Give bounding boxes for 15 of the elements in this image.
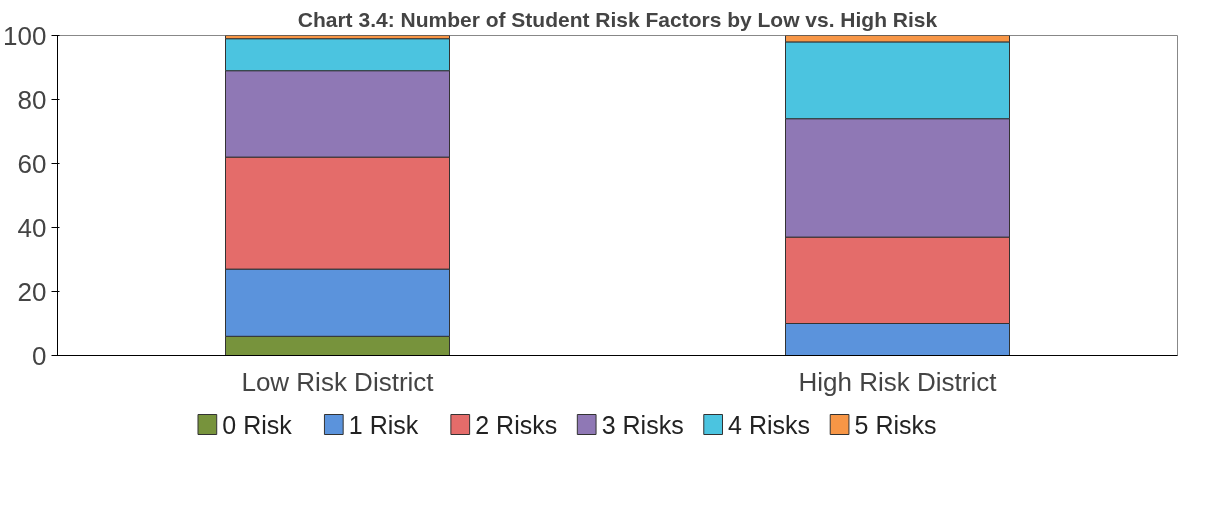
chart-title: Chart 3.4: Number of Student Risk Factors by Low vs. High Risk [297,7,938,31]
legend-label: 2 Risks [475,410,558,439]
legend-label: 4 Risks [728,410,811,439]
y-tick-label: 0 [32,340,47,371]
y-tick-label: 20 [17,276,47,307]
legend-label: 0 Risk [222,410,293,439]
legend-label: 5 Risks [854,410,937,439]
legend-label: 1 Risk [348,410,419,439]
x-tick-label: High Risk District [798,366,998,397]
legend-label: 3 Risks [601,410,684,439]
y-tick-label: 60 [17,148,47,179]
y-tick-label: 40 [17,212,47,243]
x-tick-label: Low Risk District [241,366,435,397]
y-tick-label: 100 [3,20,47,51]
y-tick-label: 80 [17,84,47,115]
